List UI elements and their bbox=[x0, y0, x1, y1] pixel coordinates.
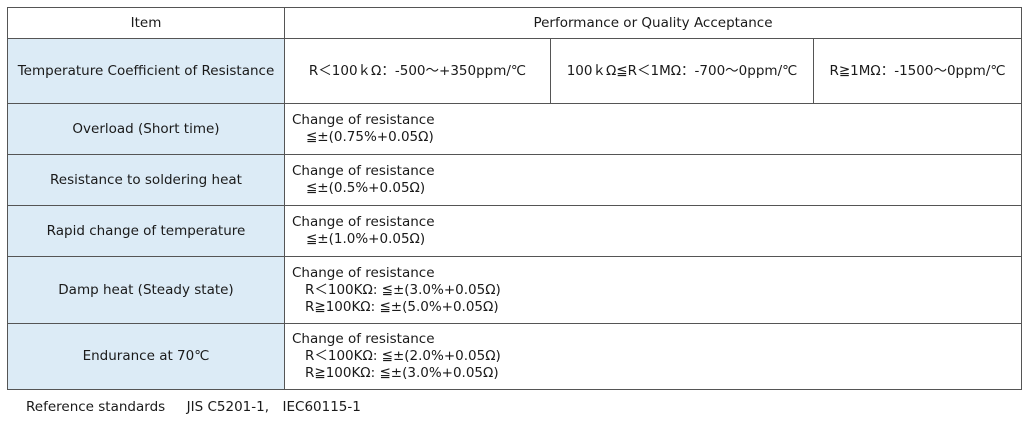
reference-standards-list: JIS C5201-1, IEC60115-1 bbox=[186, 399, 361, 415]
table-row: Overload (Short time) Change of resistan… bbox=[7, 103, 1022, 155]
performance-line: ≦±(0.75%+0.05Ω) bbox=[306, 129, 434, 145]
table-row: Endurance at 70℃ Change of resistance R＜… bbox=[7, 323, 1022, 390]
row-label: Overload (Short time) bbox=[7, 103, 285, 155]
row-performance: Change of resistance ≦±(1.0%+0.05Ω) bbox=[284, 205, 1022, 257]
performance-line: ≦±(0.5%+0.05Ω) bbox=[306, 180, 426, 196]
performance-title: Change of resistance bbox=[292, 264, 435, 281]
tcr-range-low: R＜100ｋΩ：-500～+350ppm/℃ bbox=[284, 38, 551, 104]
header-row: Item Performance or Quality Acceptance bbox=[7, 7, 1022, 39]
row-performance: Change of resistance R＜100KΩ: ≦±(2.0%+0.… bbox=[284, 323, 1022, 390]
row-label: Resistance to soldering heat bbox=[7, 154, 285, 206]
performance-line: R＜100KΩ: ≦±(2.0%+0.05Ω) bbox=[305, 348, 501, 364]
acceptance-table: Item Performance or Quality Acceptance T… bbox=[7, 7, 1022, 390]
tcr-row: Temperature Coefficient of Resistance R＜… bbox=[7, 38, 1022, 104]
performance-line: ≦±(1.0%+0.05Ω) bbox=[306, 231, 426, 247]
tcr-label: Temperature Coefficient of Resistance bbox=[7, 38, 285, 104]
performance-title: Change of resistance bbox=[292, 331, 435, 347]
row-performance: Change of resistance ≦±(0.5%+0.05Ω) bbox=[284, 154, 1022, 206]
table-row: Resistance to soldering heat Change of r… bbox=[7, 154, 1022, 206]
table-row: Damp heat (Steady state) Change of resis… bbox=[7, 256, 1022, 324]
performance-line: R≧100KΩ: ≦±(5.0%+0.05Ω) bbox=[305, 298, 499, 315]
reference-standards: Reference standards JIS C5201-1, IEC6011… bbox=[26, 395, 361, 415]
item-header: Item bbox=[7, 7, 285, 39]
performance-title: Change of resistance bbox=[292, 214, 435, 230]
performance-header: Performance or Quality Acceptance bbox=[284, 7, 1022, 39]
performance-title: Change of resistance bbox=[292, 163, 435, 179]
row-label: Damp heat (Steady state) bbox=[7, 256, 285, 324]
tcr-range-high: R≧1MΩ：-1500～0ppm/℃ bbox=[813, 38, 1022, 104]
performance-line: R≧100KΩ: ≦±(3.0%+0.05Ω) bbox=[305, 365, 499, 381]
row-performance: Change of resistance ≦±(0.75%+0.05Ω) bbox=[284, 103, 1022, 155]
table-row: Rapid change of temperature Change of re… bbox=[7, 205, 1022, 257]
performance-title: Change of resistance bbox=[292, 112, 435, 128]
tcr-range-mid: 100ｋΩ≦R＜1MΩ：-700～0ppm/℃ bbox=[550, 38, 814, 104]
row-label: Endurance at 70℃ bbox=[7, 323, 285, 390]
performance-line: R＜100KΩ: ≦±(3.0%+0.05Ω) bbox=[305, 281, 501, 298]
reference-label: Reference standards bbox=[26, 399, 166, 415]
row-label: Rapid change of temperature bbox=[7, 205, 285, 257]
row-performance: Change of resistance R＜100KΩ: ≦±(3.0%+0.… bbox=[284, 256, 1022, 324]
